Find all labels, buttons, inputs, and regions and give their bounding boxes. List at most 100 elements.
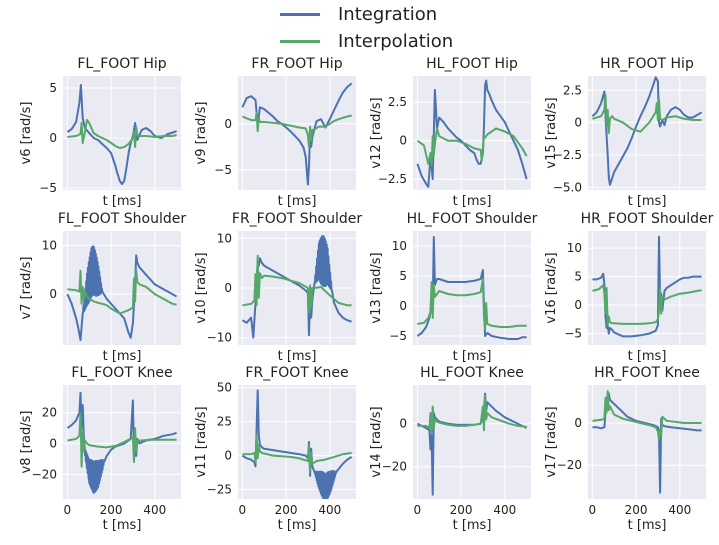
subplot-5: FL_FOOT Shoulder 0 10 t [ms] v7 [rad/s] bbox=[19, 211, 186, 364]
y-tick-label: −5 bbox=[564, 327, 582, 341]
y-tick-label: 0 bbox=[574, 416, 582, 430]
series-line-integration bbox=[591, 76, 703, 186]
plot-area bbox=[413, 76, 531, 190]
x-axis-label: t [ms] bbox=[453, 194, 492, 209]
series-line-integration bbox=[416, 392, 528, 496]
y-tick-label: −5 bbox=[389, 329, 407, 343]
x-tick-label: 200 bbox=[625, 503, 648, 517]
series-line-interpolation bbox=[416, 127, 528, 167]
x-axis-label: t [ms] bbox=[103, 518, 142, 533]
y-tick-label: −20 bbox=[557, 458, 582, 472]
y-axis-label: v10 [rad/s] bbox=[194, 252, 209, 323]
y-axis-label: v8 [rad/s] bbox=[19, 411, 34, 474]
subplot-7: HL_FOOT Shoulder −5 0 5 10 t [ms] v13 [rad/s] bbox=[369, 211, 538, 364]
subplot-title: FL_FOOT Shoulder bbox=[58, 211, 187, 227]
series-line-interpolation bbox=[242, 111, 352, 148]
y-axis-label: v9 [rad/s] bbox=[194, 102, 209, 165]
series-line-interpolation bbox=[592, 284, 702, 327]
subplot-title: HL_FOOT Shoulder bbox=[407, 211, 538, 227]
plot-area bbox=[238, 76, 356, 190]
y-axis-label: v16 [rad/s] bbox=[544, 252, 559, 323]
series-line-interpolation bbox=[417, 278, 527, 330]
y-tick-label: 0 bbox=[399, 134, 407, 148]
subplot-8: HR_FOOT Shoulder −5 0 5 10 t [ms] v16 [rad/s] bbox=[544, 211, 714, 364]
x-axis-label: t [ms] bbox=[278, 518, 317, 533]
y-tick-label: 0 bbox=[49, 131, 57, 145]
legend-swatch-interpolation bbox=[280, 39, 320, 43]
subplot-title: FL_FOOT Hip bbox=[77, 56, 166, 72]
series-line-interpolation bbox=[592, 94, 702, 134]
y-tick-label: −5.0 bbox=[553, 180, 582, 194]
subplot-3: HL_FOOT Hip −2.5 0 2.5 t [ms] v12 [rad/s] bbox=[369, 56, 531, 209]
subplot-title: HR_FOOT Hip bbox=[600, 56, 694, 72]
y-tick-label: −25 bbox=[207, 483, 232, 497]
x-axis-label: t [ms] bbox=[103, 194, 142, 209]
x-axis-label: t [ms] bbox=[278, 194, 317, 209]
y-tick-label: −5 bbox=[214, 163, 232, 177]
y-tick-label: 10 bbox=[217, 231, 232, 245]
x-axis-label: t [ms] bbox=[628, 518, 667, 533]
x-tick-label: 200 bbox=[275, 503, 298, 517]
series-line-integration bbox=[66, 84, 178, 185]
series-line-interpolation bbox=[67, 411, 177, 468]
x-tick-label: 0 bbox=[414, 503, 422, 517]
subplot-title: FR_FOOT Hip bbox=[251, 56, 342, 72]
x-tick-label: 400 bbox=[493, 503, 516, 517]
legend-item-integration: Integration bbox=[280, 3, 437, 25]
series-line-integration bbox=[241, 235, 352, 339]
y-axis-label: v17 [rad/s] bbox=[544, 406, 559, 477]
y-tick-label: 20 bbox=[42, 406, 57, 420]
series-line-integration bbox=[416, 79, 528, 188]
y-tick-label: 0 bbox=[224, 281, 232, 295]
y-tick-label: 0 bbox=[49, 287, 57, 301]
y-axis-label: v6 [rad/s] bbox=[19, 102, 34, 165]
y-axis-label: v7 [rad/s] bbox=[19, 257, 34, 320]
y-tick-label: 0 bbox=[399, 417, 407, 431]
x-axis-label: t [ms] bbox=[103, 349, 142, 364]
y-tick-label: 0 bbox=[574, 116, 582, 130]
series-line-interpolation bbox=[242, 254, 352, 314]
y-tick-label: −20 bbox=[382, 460, 407, 474]
legend-swatch-integration bbox=[280, 12, 320, 16]
subplot-title: HL_FOOT Knee bbox=[420, 365, 524, 381]
series-line-integration bbox=[241, 389, 353, 499]
legend-label-integration: Integration bbox=[338, 3, 438, 25]
subplot-title: HR_FOOT Shoulder bbox=[581, 211, 714, 227]
y-tick-label: 0 bbox=[49, 437, 57, 451]
x-axis-label: t [ms] bbox=[453, 349, 492, 364]
subplot-4: HR_FOOT Hip −5.0 −2.5 0 2.5 t [ms] v15 [rad/s] bbox=[544, 56, 706, 209]
subplot-title: FL_FOOT Knee bbox=[71, 365, 172, 381]
y-tick-label: −2.5 bbox=[378, 172, 407, 186]
x-axis-label: t [ms] bbox=[278, 349, 317, 364]
x-tick-label: 0 bbox=[239, 503, 247, 517]
x-tick-label: 200 bbox=[100, 503, 123, 517]
y-tick-label: 0 bbox=[399, 299, 407, 313]
y-tick-label: −5 bbox=[39, 181, 57, 195]
subplot-6: FR_FOOT Shoulder −10 0 10 t [ms] v10 [rad/s] bbox=[194, 211, 362, 364]
y-tick-label: −2.5 bbox=[553, 148, 582, 162]
series-line-interpolation bbox=[67, 119, 177, 149]
legend-item-interpolation: Interpolation bbox=[280, 30, 453, 52]
x-tick-label: 200 bbox=[450, 503, 473, 517]
y-axis-label: v14 [rad/s] bbox=[369, 406, 384, 477]
subplot-1: FL_FOOT Hip −5 0 5 t [ms] v6 [rad/s] bbox=[19, 56, 181, 209]
y-axis-label: v15 [rad/s] bbox=[544, 97, 559, 168]
subplot-title: HL_FOOT Hip bbox=[426, 56, 518, 72]
y-axis-label: v12 [rad/s] bbox=[369, 97, 384, 168]
y-tick-label: −10 bbox=[207, 331, 232, 345]
x-axis-label: t [ms] bbox=[628, 194, 667, 209]
y-tick-label: 10 bbox=[392, 239, 407, 253]
legend: Integration Interpolation bbox=[280, 0, 460, 58]
subplot-2: FR_FOOT Hip −5 0 t [ms] v9 [rad/s] bbox=[194, 56, 356, 209]
y-axis-label: v11 [rad/s] bbox=[194, 406, 209, 477]
subplot-title: HR_FOOT Knee bbox=[594, 365, 700, 381]
y-tick-label: 10 bbox=[42, 239, 57, 253]
y-axis-label: v13 [rad/s] bbox=[369, 252, 384, 323]
x-tick-label: 400 bbox=[668, 503, 691, 517]
y-tick-label: 50 bbox=[217, 381, 232, 395]
legend-label-interpolation: Interpolation bbox=[338, 30, 454, 52]
